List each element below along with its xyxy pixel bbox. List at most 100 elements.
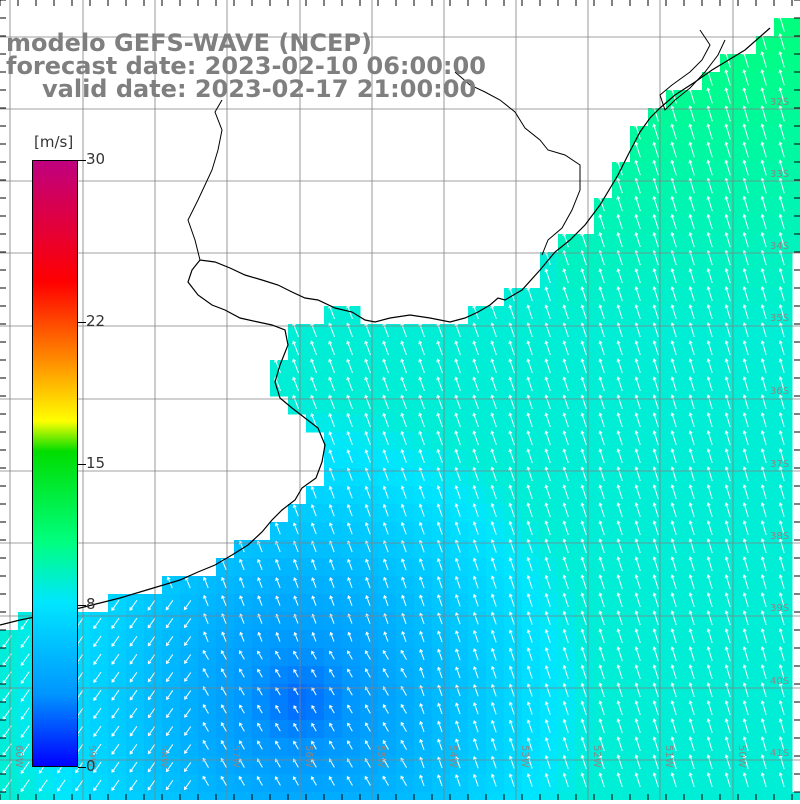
lon-label: 52W (591, 745, 602, 768)
wind-arrow (760, 520, 767, 536)
wind-arrow (292, 776, 299, 786)
wind-arrow (508, 773, 515, 787)
wind-arrow (129, 599, 138, 611)
wind-arrow (580, 772, 587, 788)
wind-arrow (329, 577, 335, 589)
wind-arrow (670, 682, 677, 698)
wind-arrow (760, 322, 767, 338)
wind-arrow (418, 467, 425, 481)
wind-arrow (688, 123, 695, 140)
colorbar-tick-label: 30 (86, 150, 106, 168)
wind-arrow (129, 725, 138, 737)
wind-arrow (364, 668, 371, 678)
wind-arrow (275, 650, 281, 660)
wind-arrow (634, 484, 641, 500)
wind-arrow (257, 740, 263, 750)
wind-arrow (742, 682, 749, 698)
wind-arrow (598, 628, 605, 644)
wind-arrow (580, 286, 587, 302)
wind-arrow (490, 340, 497, 356)
wind-arrow (562, 268, 569, 284)
wind-arrow (688, 502, 695, 518)
wind-arrow (598, 682, 605, 698)
wind-arrow (580, 322, 587, 338)
wind-arrow (778, 412, 785, 428)
wind-arrow (616, 610, 623, 626)
wind-arrow (419, 630, 425, 643)
wind-arrow (544, 286, 551, 302)
wind-arrow (598, 376, 605, 392)
wind-arrow (490, 539, 497, 553)
wind-arrow (437, 594, 443, 607)
wind-arrow (760, 87, 767, 104)
field-cell (126, 792, 145, 804)
wind-arrow (688, 231, 695, 248)
wind-arrow (688, 141, 695, 158)
wind-arrow (670, 394, 677, 410)
field-cell (774, 792, 793, 804)
wind-arrow (778, 592, 785, 608)
wind-arrow (544, 322, 551, 338)
wind-arrow (473, 630, 479, 643)
wind-arrow (670, 754, 677, 770)
wind-arrow (634, 340, 641, 356)
wind-arrow (418, 558, 425, 571)
lon-label: 50W (736, 745, 747, 768)
wind-arrow (490, 719, 497, 733)
wind-arrow (147, 636, 156, 647)
wind-arrow (760, 213, 767, 230)
wind-arrow (328, 340, 335, 356)
wind-arrow (742, 430, 749, 446)
wind-arrow (670, 556, 677, 572)
wind-arrow (202, 667, 209, 678)
wind-arrow (634, 141, 641, 158)
wind-arrow (562, 754, 569, 769)
wind-arrow (634, 268, 641, 284)
wind-arrow (742, 574, 749, 590)
field-cell (612, 792, 631, 804)
title-model: modelo GEFS-WAVE (NCEP) (6, 29, 372, 57)
wind-arrow (778, 159, 785, 176)
wind-arrow (670, 610, 677, 626)
wind-arrow (778, 700, 785, 716)
wind-arrow (616, 484, 623, 500)
wind-arrow (165, 636, 174, 647)
wind-arrow (616, 574, 623, 590)
wind-arrow (382, 376, 389, 392)
wind-arrow (364, 394, 371, 410)
wind-arrow (742, 700, 749, 716)
wind-arrow (634, 376, 641, 392)
wind-arrow (311, 595, 317, 606)
wind-arrow (670, 718, 677, 734)
wind-arrow (472, 430, 479, 446)
wind-arrow (598, 268, 605, 284)
wind-arrow (419, 612, 425, 625)
field-cell (360, 792, 379, 804)
wind-arrow (508, 593, 515, 607)
wind-arrow (616, 682, 623, 698)
wind-arrow (544, 772, 551, 787)
wind-arrow (220, 650, 227, 660)
wind-arrow (562, 772, 569, 787)
wind-arrow (400, 394, 407, 410)
wind-arrow (184, 690, 192, 700)
wind-arrow (652, 141, 659, 158)
wind-arrow (508, 575, 515, 589)
wind-arrow (706, 682, 713, 698)
wind-arrow (437, 684, 443, 697)
wind-arrow (310, 376, 317, 392)
wind-arrow (437, 756, 443, 769)
wind-arrow (526, 755, 533, 769)
wind-arrow (147, 726, 156, 737)
wind-arrow (436, 485, 443, 499)
coastline (0, 27, 771, 626)
wind-arrow (346, 740, 353, 750)
field-cell (216, 792, 235, 804)
wind-arrow (724, 123, 731, 140)
wind-arrow (598, 430, 605, 446)
lat-label: 36S (770, 386, 789, 397)
wind-arrow (634, 538, 641, 554)
wind-arrow (742, 448, 749, 464)
wind-arrow (544, 683, 551, 697)
